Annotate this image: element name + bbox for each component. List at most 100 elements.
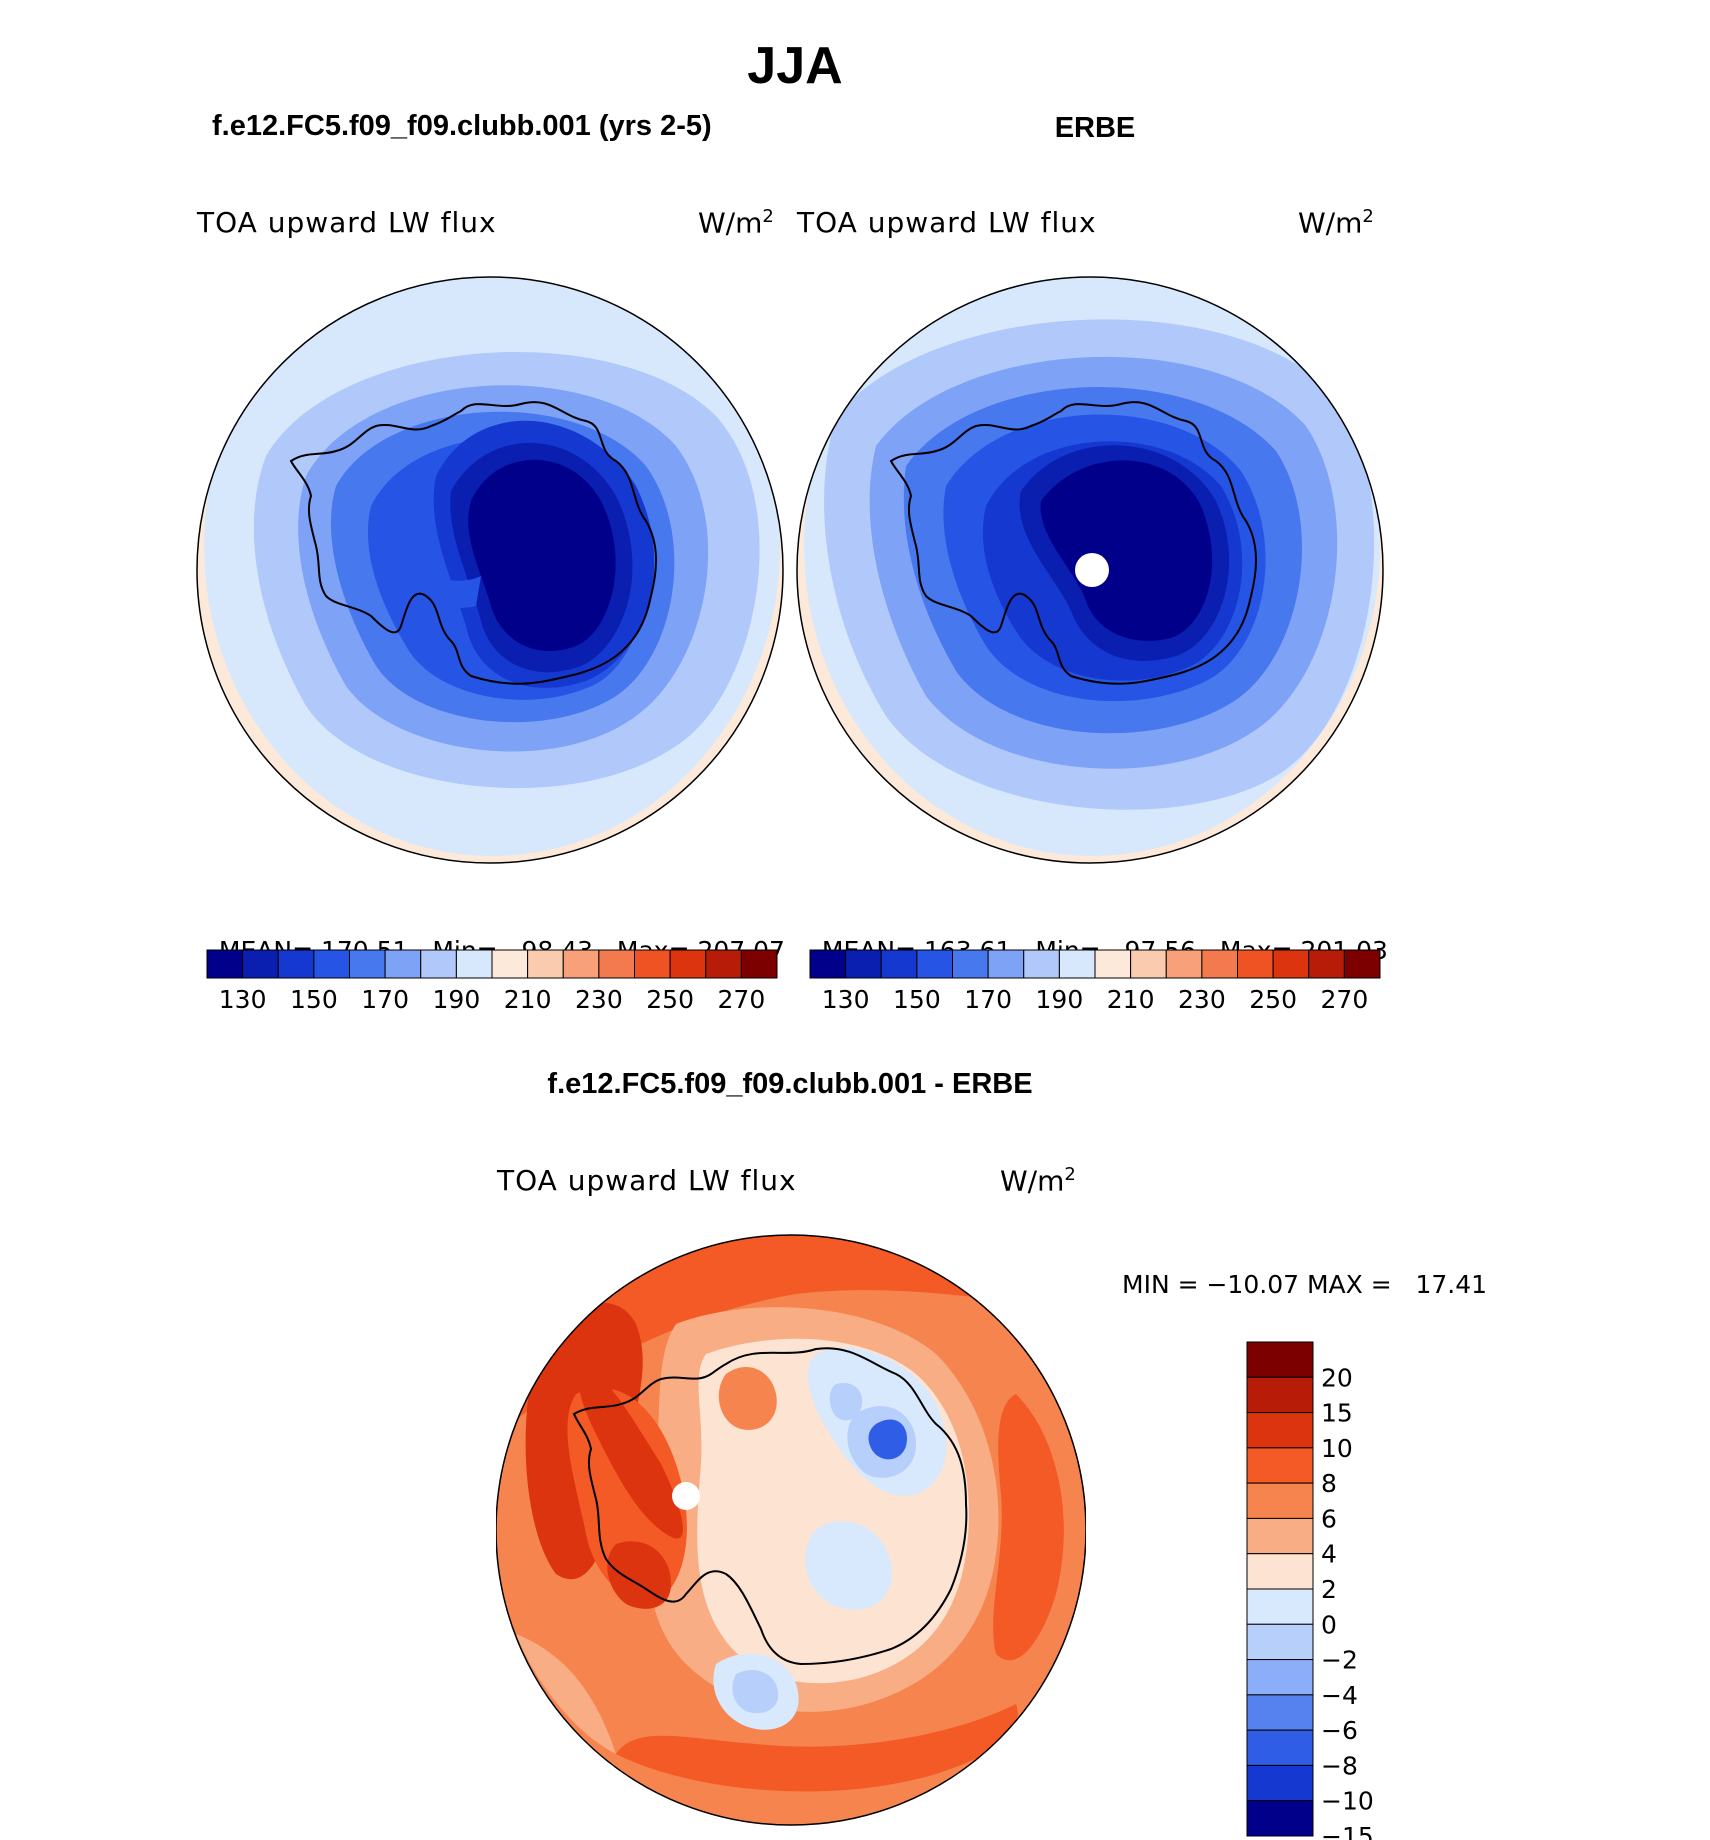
diff-colorbar-swatch xyxy=(1246,1553,1314,1590)
obs-colorbar-swatch xyxy=(1094,949,1132,979)
model-colorbar-swatch xyxy=(420,949,457,979)
model-colorbar-tick-label: 130 xyxy=(219,985,267,1014)
model-colorbar-tick-label: 210 xyxy=(504,985,552,1014)
obs-colorbar-swatch xyxy=(880,949,918,979)
diff-colorbar-tick-label: −8 xyxy=(1321,1751,1358,1780)
diff-colorbar-swatch xyxy=(1246,1517,1314,1555)
obs-colorbar-swatch xyxy=(845,949,882,979)
model-colorbar-swatch xyxy=(313,949,350,979)
model-units-text: W/m xyxy=(698,206,763,240)
obs-colorbar-swatch xyxy=(1308,949,1345,979)
diff-colorbar-swatch xyxy=(1246,1341,1314,1378)
model-colorbar-swatch xyxy=(455,949,493,979)
obs-colorbar-tick-label: 250 xyxy=(1249,985,1297,1014)
diff-colorbar-tick-label: 0 xyxy=(1321,1610,1337,1639)
model-variable-label: TOA upward LW flux xyxy=(197,206,497,239)
diff-units-sup: 2 xyxy=(1064,1164,1076,1185)
model-units-label: W/m2 xyxy=(698,206,774,239)
model-colorbar-swatch xyxy=(242,949,279,979)
obs-colorbar-tick-label: 130 xyxy=(822,985,870,1014)
obs-colorbar-swatch xyxy=(809,949,847,979)
diff-colorbar-tick-label: 2 xyxy=(1321,1575,1337,1604)
diff-colorbar-swatch xyxy=(1246,1623,1314,1661)
diff-colorbar-swatch xyxy=(1246,1447,1314,1484)
obs-coastline xyxy=(889,401,1257,685)
model-colorbar-tick-label: 250 xyxy=(646,985,694,1014)
model-units-sup: 2 xyxy=(762,206,774,227)
model-map xyxy=(196,276,784,864)
diff-colorbar-tick-label: −15 xyxy=(1321,1822,1374,1840)
model-colorbar-swatch xyxy=(598,949,635,979)
obs-colorbar-swatch xyxy=(1130,949,1167,979)
model-colorbar: 130 150 170 190 210 230 250 270 xyxy=(206,949,778,1014)
diff-colorbar-tick-label: −10 xyxy=(1321,1787,1374,1816)
obs-colorbar-tick-label: 190 xyxy=(1036,985,1084,1014)
obs-colorbar-swatch xyxy=(1165,949,1203,979)
diff-colorbar-swatch xyxy=(1246,1764,1314,1802)
diff-stats: MIN = −10.07 MAX = 17.41 xyxy=(1122,1270,1488,1299)
obs-units-sup: 2 xyxy=(1362,206,1374,227)
obs-colorbar-swatch xyxy=(1058,949,1096,979)
model-colorbar-swatch xyxy=(349,949,386,979)
model-colorbar-tick-label: 270 xyxy=(718,985,766,1014)
model-colorbar-swatch xyxy=(491,949,529,979)
obs-panel-header: ERBE xyxy=(1054,112,1136,144)
diff-colorbar-tick-label: −2 xyxy=(1321,1646,1358,1675)
diff-colorbar-tick-label: 15 xyxy=(1321,1399,1353,1428)
diff-units-label: W/m2 xyxy=(1000,1164,1076,1197)
model-colorbar-swatch xyxy=(527,949,564,979)
model-colorbar-tick-label: 170 xyxy=(361,985,409,1014)
diff-units-text: W/m xyxy=(1000,1164,1065,1198)
diff-colorbar-tick-label: −4 xyxy=(1321,1681,1358,1710)
diff-coastline xyxy=(572,1347,968,1666)
diff-colorbar-swatch xyxy=(1246,1482,1314,1519)
diff-colorbar-tick-label: 8 xyxy=(1321,1469,1337,1498)
diff-colorbar-swatch xyxy=(1246,1412,1314,1449)
diff-colorbar-tick-label: 20 xyxy=(1321,1363,1353,1392)
diff-colorbar-swatch xyxy=(1246,1588,1314,1625)
obs-units-text: W/m xyxy=(1298,206,1363,240)
obs-colorbar-swatch xyxy=(1023,949,1060,979)
model-colorbar-tick-label: 150 xyxy=(290,985,338,1014)
obs-colorbar-tick-label: 170 xyxy=(964,985,1012,1014)
model-colorbar-swatch xyxy=(669,949,707,979)
obs-units-label: W/m2 xyxy=(1298,206,1374,239)
diff-colorbar-swatch xyxy=(1246,1659,1314,1696)
diff-colorbar-swatch xyxy=(1246,1729,1314,1766)
obs-colorbar-swatch xyxy=(1272,949,1310,979)
obs-colorbar-swatch xyxy=(952,949,989,979)
diff-colorbar-tick-label: 10 xyxy=(1321,1434,1353,1463)
obs-colorbar-swatch xyxy=(1201,949,1238,979)
model-colorbar-swatch xyxy=(384,949,422,979)
obs-map xyxy=(796,276,1384,864)
model-colorbar-tick-label: 190 xyxy=(433,985,481,1014)
obs-colorbar-swatch xyxy=(1237,949,1274,979)
diff-colorbar-swatch xyxy=(1246,1800,1314,1837)
obs-colorbar-tick-label: 210 xyxy=(1107,985,1155,1014)
model-colorbar-tick-label: 230 xyxy=(575,985,623,1014)
diff-map xyxy=(496,1234,1086,1826)
obs-colorbar-swatch xyxy=(1343,949,1381,979)
model-colorbar-swatch xyxy=(705,949,742,979)
diff-colorbar-tick-label: 4 xyxy=(1321,1540,1337,1569)
model-coastline xyxy=(289,401,657,685)
diff-panel-header: f.e12.FC5.f09_f09.clubb.001 - ERBE xyxy=(547,1068,1033,1100)
page-title: JJA xyxy=(747,37,843,95)
obs-colorbar-tick-label: 230 xyxy=(1178,985,1226,1014)
diff-colorbar-swatch xyxy=(1246,1694,1314,1731)
diff-variable-label: TOA upward LW flux xyxy=(497,1164,797,1197)
diff-colorbar-tick-label: 6 xyxy=(1321,1504,1337,1533)
obs-colorbar-tick-label: 150 xyxy=(893,985,941,1014)
model-colorbar-swatch xyxy=(562,949,600,979)
obs-variable-label: TOA upward LW flux xyxy=(797,206,1097,239)
obs-colorbar-swatch xyxy=(987,949,1025,979)
model-colorbar-swatch xyxy=(740,949,778,979)
diff-colorbar-tick-label: −6 xyxy=(1321,1716,1358,1745)
obs-colorbar: 130 150 170 190 210 230 250 270 xyxy=(809,949,1381,1014)
obs-colorbar-swatch xyxy=(916,949,953,979)
model-colorbar-swatch xyxy=(634,949,671,979)
model-panel-header: f.e12.FC5.f09_f09.clubb.001 (yrs 2-5) xyxy=(212,110,712,142)
obs-colorbar-tick-label: 270 xyxy=(1321,985,1369,1014)
model-colorbar-swatch xyxy=(206,949,244,979)
